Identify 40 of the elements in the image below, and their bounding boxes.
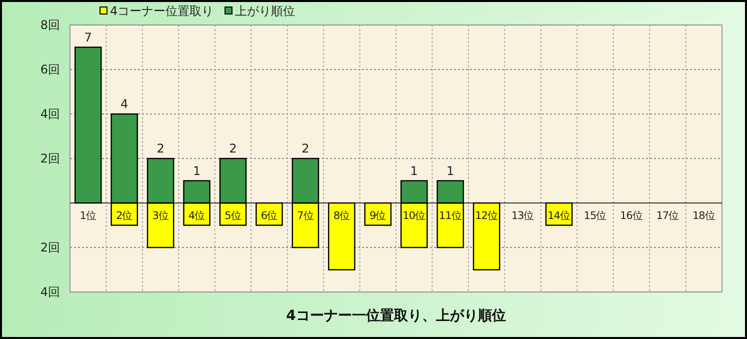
y-tick-label: 4回 (40, 107, 60, 121)
x-tick-label: 18位 (692, 210, 716, 222)
x-tick-label: 16位 (620, 210, 644, 222)
x-tick-label: 8位 (333, 210, 351, 222)
bar (472, 202, 500, 270)
y-tick-label: 6回 (40, 62, 60, 76)
bar (364, 202, 392, 226)
data-label: 2 (302, 142, 310, 156)
x-tick-label: 2位 (116, 210, 134, 222)
data-label: 2 (229, 142, 237, 156)
text: 4コーナー一位置取り、上がり順位 (286, 308, 506, 324)
x-tick-label: 7位 (297, 210, 314, 222)
data-label: 1 (446, 164, 454, 178)
bar (256, 202, 283, 226)
y-tick-label: 2回 (40, 152, 60, 166)
x-tick-label: 11位 (438, 210, 462, 222)
legend-label: 上がり順位 (235, 4, 295, 18)
data-label: 7 (84, 30, 92, 44)
x-tick-label: 13位 (511, 210, 535, 222)
x-tick-label: 3位 (152, 210, 170, 222)
x-tick-label: 17位 (656, 210, 680, 222)
bar (74, 46, 102, 204)
x-tick-label: 4位 (188, 210, 206, 222)
data-label: 1 (410, 164, 418, 178)
x-tick-label: 5位 (224, 210, 242, 222)
x-tick-label: 6位 (260, 210, 278, 222)
y-tick-label: 8回 (40, 18, 60, 32)
data-label: 4 (120, 97, 128, 111)
x-tick-label: 10位 (402, 210, 426, 222)
data-label: 1 (192, 164, 201, 178)
y-tick-label: 2回 (40, 240, 60, 254)
x-tick-label: 14位 (548, 210, 571, 222)
y-tick-label: 4回 (40, 285, 60, 299)
legend-label: 4コーナー位置取り (110, 4, 214, 18)
bar (328, 202, 356, 270)
x-tick-label: 12位 (475, 210, 498, 222)
x-tick-label: 1位 (80, 210, 97, 222)
x-tick-label: 9位 (370, 210, 387, 222)
x-tick-label: 15位 (584, 210, 608, 222)
data-label: 2 (156, 142, 164, 156)
